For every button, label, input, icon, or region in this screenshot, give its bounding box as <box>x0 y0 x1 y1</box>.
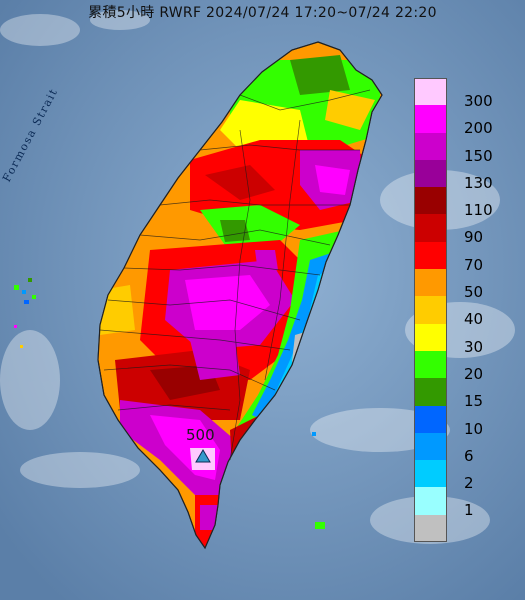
legend-label: 200 <box>464 119 493 138</box>
legend-label: 2 <box>464 474 474 493</box>
legend-swatch <box>414 269 447 297</box>
legend-label: 6 <box>464 446 474 465</box>
legend-swatch <box>414 105 447 133</box>
legend-swatch <box>414 214 447 242</box>
legend-swatch <box>414 78 447 106</box>
legend-label: 20 <box>464 364 484 383</box>
legend-row: 1 <box>412 487 522 519</box>
legend-row: 10 <box>412 405 522 438</box>
legend-swatch <box>414 378 447 406</box>
legend-row: 6 <box>412 432 522 465</box>
island-outline <box>97 41 383 550</box>
legend: 300 200 150 130 110 90 70 50 40 30 20 15 10 6 2 1 <box>412 78 522 543</box>
legend-swatch <box>414 187 447 215</box>
legend-row: 30 <box>412 323 522 356</box>
max-value-label: 500 <box>186 426 215 444</box>
legend-label: 50 <box>464 283 484 302</box>
legend-row: 70 <box>412 241 522 274</box>
orchid-island <box>315 522 325 529</box>
green-island <box>312 432 316 436</box>
max-marker-icon <box>195 449 211 463</box>
legend-swatch <box>414 514 447 543</box>
legend-row: 200 <box>412 105 522 137</box>
legend-label: 30 <box>464 337 484 356</box>
legend-label: 10 <box>464 419 484 438</box>
legend-label: 130 <box>464 173 493 192</box>
penghu-islands <box>14 278 36 348</box>
legend-row: 110 <box>412 187 522 219</box>
legend-swatch <box>414 432 447 461</box>
legend-label: 90 <box>464 228 484 247</box>
legend-swatch <box>414 296 447 324</box>
legend-row: 50 <box>412 269 522 301</box>
county-boundaries <box>99 89 371 461</box>
legend-row: 150 <box>412 132 522 165</box>
legend-row: 40 <box>412 296 522 328</box>
legend-swatch <box>414 159 447 188</box>
legend-swatch <box>414 241 447 270</box>
legend-row: 130 <box>412 159 522 192</box>
legend-label: 40 <box>464 310 484 329</box>
legend-label: 70 <box>464 255 484 274</box>
legend-row: 90 <box>412 214 522 246</box>
legend-row: 15 <box>412 378 522 410</box>
legend-label: 110 <box>464 201 493 220</box>
legend-row: 2 <box>412 460 522 492</box>
legend-swatch <box>414 350 447 379</box>
legend-label: 1 <box>464 501 474 520</box>
legend-row: 300 <box>412 78 522 110</box>
legend-swatch <box>414 460 447 488</box>
legend-label: 150 <box>464 146 493 165</box>
legend-swatch <box>414 132 447 160</box>
map-title: 累積5小時 RWRF 2024/07/24 17:20~07/24 22:20 <box>88 5 437 21</box>
legend-label: 300 <box>464 92 493 110</box>
legend-row: 20 <box>412 350 522 383</box>
legend-swatch <box>414 487 447 515</box>
legend-label: 15 <box>464 392 484 411</box>
legend-swatch <box>414 323 447 351</box>
legend-row <box>412 514 522 543</box>
legend-swatch <box>414 405 447 433</box>
